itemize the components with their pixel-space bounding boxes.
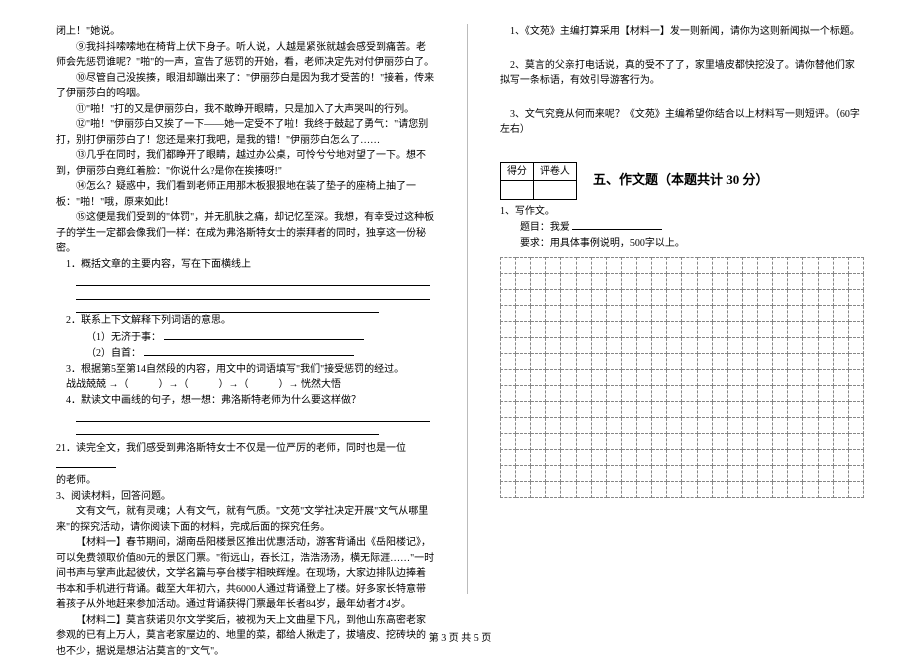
answer-blank[interactable]	[76, 286, 430, 300]
grader-header: 评卷人	[533, 162, 576, 181]
right-q1: 1、《文苑》主编打算采用【材料一】发一则新闻，请你为这则新闻拟一个标题。	[500, 24, 864, 40]
material-intro: 文有文气，就有灵魂；人有文气，就有气质。"文苑"文学社决定开展"文气从哪里来"的…	[56, 504, 435, 535]
passage-para: ⑩尽管自己没挨揍，眼泪却蹦出来了："伊丽莎白是因为我才受苦的！"接着，传来了伊丽…	[56, 71, 435, 102]
passage-para: ⑮这便是我们受到的"体罚"，并无肌肤之痛，却记忆至深。我想，有幸受过这种板子的学…	[56, 210, 435, 257]
answer-blank[interactable]	[76, 272, 430, 286]
right-q3: 3、文气究竟从何而来呢？《文苑》主编希望你结合以上材料写一则短评。（60字左右）	[500, 107, 864, 138]
passage-para: ⑪"啪！"打的又是伊丽莎白，我不敢睁开眼睛，只是加入了大声哭叫的行列。	[56, 102, 435, 118]
answer-blank[interactable]	[76, 300, 379, 313]
column-divider	[467, 24, 468, 594]
question-3-reading: 3、阅读材料，回答问题。	[56, 489, 435, 505]
passage-line: 闭上！"她说。	[56, 24, 435, 40]
passage-para: ⑬几乎在同时，我们都睁开了眼睛，越过办公桌，可怜兮兮地对望了一下。想不到，伊丽莎…	[56, 148, 435, 179]
score-table: 得分 评卷人	[500, 162, 577, 200]
writing-grid-wrap	[500, 257, 864, 498]
passage-para: ⑫"啪！"伊丽莎白又挨了一下——她一定受不了啦！我终于鼓起了勇气："请您别打，别…	[56, 117, 435, 148]
passage-para: ⑭怎么？疑惑中，我们看到老师正用那木板狠狠地在装了垫子的座椅上抽了一板："啪！"…	[56, 179, 435, 210]
q21-tail: 的老师。	[56, 473, 435, 489]
score-cell[interactable]	[500, 181, 533, 200]
answer-blank[interactable]	[76, 422, 379, 435]
essay-topic-blank[interactable]	[572, 219, 662, 230]
question-3: 3．根据第5至第14自然段的内容，用文中的词语填写"我们"接受惩罚的经过。	[56, 362, 435, 378]
q21-text: 21．读完全文，我们感受到弗洛斯特女士不仅是一位严厉的老师，同时也是一位	[56, 443, 406, 454]
q2-sub1: （1）无济于事：	[86, 332, 161, 343]
question-4: 4．默读文中画线的句子，想一想：弗洛斯特老师为什么要这样做？	[56, 393, 435, 409]
answer-blank[interactable]	[56, 457, 116, 468]
right-column: 1、《文苑》主编打算采用【材料一】发一则新闻，请你为这则新闻拟一个标题。 2、莫…	[500, 24, 864, 614]
q3-flow: 战战兢兢 →（ ）→（ ）→（ ）→ 恍然大悟	[56, 377, 435, 393]
grader-cell[interactable]	[533, 181, 576, 200]
passage-para: ⑨我抖抖嗦嗦地在椅背上伏下身子。听人说，人越是紧张就越会感受到痛苦。老师会先惩罚…	[56, 40, 435, 71]
q2-sub2: （2）自首：	[86, 348, 141, 359]
essay-requirement: 要求：用具体事例说明，500字以上。	[500, 236, 864, 252]
answer-blank[interactable]	[76, 408, 430, 422]
right-q2: 2、莫言的父亲打电话说，真的受不了了，家里墙皮都快挖没了。请你替他们家拟写一条标…	[500, 58, 864, 89]
section-5-title: 五、作文题（本题共计 30 分）	[593, 170, 769, 190]
score-header: 得分	[500, 162, 533, 181]
answer-blank[interactable]	[164, 329, 364, 340]
writing-grid[interactable]	[500, 257, 864, 498]
essay-q1: 1、写作文。	[500, 204, 864, 220]
material-1: 【材料一】春节期间，湖南岳阳楼景区推出优惠活动，游客背诵出《岳阳楼记》，可以免费…	[56, 535, 435, 613]
answer-blank[interactable]	[144, 345, 354, 356]
question-1: 1．概括文章的主要内容，写在下面横线上	[56, 257, 435, 273]
score-section: 得分 评卷人 五、作文题（本题共计 30 分）	[500, 162, 864, 200]
essay-topic: 题目：我爱	[520, 222, 570, 233]
page-footer: 第 3 页 共 5 页	[0, 629, 920, 644]
question-21: 21．读完全文，我们感受到弗洛斯特女士不仅是一位严厉的老师，同时也是一位	[56, 441, 435, 473]
question-2: 2．联系上下文解释下列词语的意思。	[56, 313, 435, 329]
left-column: 闭上！"她说。 ⑨我抖抖嗦嗦地在椅背上伏下身子。听人说，人越是紧张就越会感受到痛…	[56, 24, 435, 614]
